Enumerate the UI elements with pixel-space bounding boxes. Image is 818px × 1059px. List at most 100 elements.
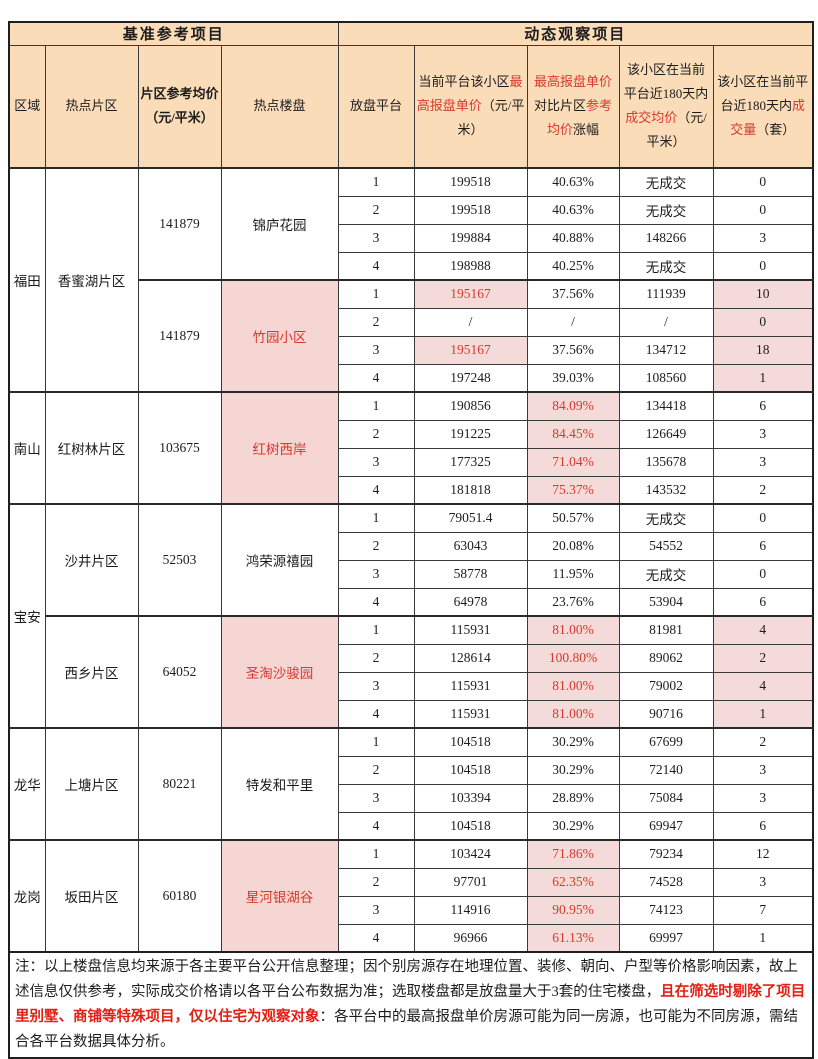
deal-price-cell: 72140	[618, 755, 714, 785]
max-price-cell: 115931	[413, 671, 528, 701]
deal-price-cell: 75084	[618, 783, 714, 813]
data-row: 3 115931 81.00% 79002 4	[9, 671, 814, 701]
text-segment: 片区参考均价（元/平米）	[140, 86, 219, 126]
max-price-cell: 64978	[413, 587, 528, 617]
volume-cell: 3	[712, 419, 814, 449]
pct-cell: 100.80%	[526, 643, 620, 673]
platform-cell: 4	[337, 923, 415, 953]
volume-cell: 4	[712, 671, 814, 701]
data-row: 南山 红树林片区 103675 红树西岸 1 190856 84.09% 134418 6	[8, 391, 814, 505]
platform-cell: 2	[337, 419, 415, 449]
avg-price-cell: 60180	[137, 839, 222, 953]
volume-cell: 3	[712, 447, 814, 477]
data-row: 3 199884 40.88% 148266 3	[9, 223, 814, 253]
estate-cell: 鸿荣源禧园	[220, 503, 339, 617]
text-segment: 热点楼盘	[253, 98, 306, 114]
max-price-cell: 190856	[413, 391, 528, 421]
platform-cell: 1	[337, 503, 415, 533]
platform-cell: 2	[337, 867, 415, 897]
district-cell: 红树林片区	[44, 391, 139, 505]
red-text-segment: 成交均价	[625, 110, 678, 126]
col-header-max-price: 当前平台该小区最高报盘单价（元/平米）	[413, 44, 528, 169]
estate-cell: 竹园小区	[220, 279, 339, 393]
deal-price-cell: 143532	[618, 475, 714, 505]
max-price-cell: 97701	[413, 867, 528, 897]
platform-cell: 1	[337, 391, 415, 421]
data-row: 宝安 沙井片区 52503 鸿荣源禧园 1 79051.4 50.57% 无成交 0	[8, 503, 814, 729]
deal-price-cell: 108560	[618, 363, 714, 393]
platform-cell: 3	[337, 447, 415, 477]
platform-cell: 3	[337, 671, 415, 701]
max-price-cell: 128614	[413, 643, 528, 673]
deal-price-cell: 67699	[618, 727, 714, 757]
text-segment: 该小区在当前平台近180天内	[717, 74, 809, 114]
platform-cell: 1	[337, 839, 415, 869]
max-price-cell: /	[413, 307, 528, 337]
max-price-cell: 198988	[413, 251, 528, 281]
platform-cell: 2	[337, 531, 415, 561]
max-price-cell: 199518	[413, 195, 528, 225]
data-row: 2 191225 84.45% 126649 3	[9, 419, 814, 449]
max-price-cell: 115931	[413, 699, 528, 729]
deal-price-cell: 无成交	[618, 503, 714, 533]
pct-cell: 40.25%	[526, 251, 620, 281]
pct-cell: 84.45%	[526, 419, 620, 449]
col-header-region: 区域	[8, 44, 46, 169]
deal-price-cell: 69947	[618, 811, 714, 841]
max-price-cell: 115931	[413, 615, 528, 645]
deal-price-cell: 89062	[618, 643, 714, 673]
platform-cell: 3	[337, 895, 415, 925]
text-segment: 当前平台该小区	[418, 74, 510, 90]
data-row: 2 97701 62.35% 74528 3	[9, 867, 814, 897]
dynamic-section-title: 动态观察项目	[337, 21, 814, 46]
deal-price-cell: 134418	[618, 391, 714, 421]
volume-cell: 1	[712, 699, 814, 729]
red-text-segment: 成交量	[730, 98, 806, 138]
platform-cell: 3	[337, 223, 415, 253]
pct-cell: /	[526, 307, 620, 337]
data-row: 4 104518 30.29% 69947 6	[9, 811, 814, 841]
table-body: 福田 香蜜湖片区 141879 锦庐花园 1 199518 40.63% 无成交 0 2 19951…	[8, 167, 814, 953]
platform-cell: 4	[337, 475, 415, 505]
platform-cell: 1	[337, 727, 415, 757]
col-header-volume: 该小区在当前平台近180天内成交量（套）	[712, 44, 814, 169]
max-price-cell: 199518	[413, 167, 528, 197]
table-header: 基准参考项目 动态观察项目 区域 热点片区 片区参考均价（元/平米） 热点楼盘 放盘平台…	[8, 21, 814, 169]
platform-cell: 4	[337, 699, 415, 729]
deal-price-cell: 111939	[618, 279, 714, 309]
data-row: 3 114916 90.95% 74123 7	[9, 895, 814, 925]
platform-cell: 4	[337, 811, 415, 841]
text-segment: 区域	[14, 98, 41, 114]
text-segment: （套）	[756, 122, 796, 138]
deal-price-cell: 无成交	[618, 195, 714, 225]
platform-cell: 2	[337, 195, 415, 225]
volume-cell: 18	[712, 335, 814, 365]
data-row: 3 177325 71.04% 135678 3	[9, 447, 814, 477]
volume-cell: 0	[712, 307, 814, 337]
platform-cell: 2	[337, 643, 415, 673]
base-section-title: 基准参考项目	[8, 21, 339, 46]
pct-cell: 39.03%	[526, 363, 620, 393]
max-price-cell: 197248	[413, 363, 528, 393]
estate-cell: 圣淘沙骏园	[220, 615, 339, 729]
col-header-estate: 热点楼盘	[220, 44, 339, 169]
max-price-cell: 103424	[413, 839, 528, 869]
pct-cell: 81.00%	[526, 671, 620, 701]
text-segment: 对比片区	[534, 98, 587, 114]
volume-cell: 6	[712, 531, 814, 561]
volume-cell: 0	[712, 559, 814, 589]
data-row: 3 58778 11.95% 无成交 0	[9, 559, 814, 589]
deal-price-cell: 53904	[618, 587, 714, 617]
max-price-cell: 79051.4	[413, 503, 528, 533]
region-cell: 南山	[8, 391, 46, 505]
deal-price-cell: 79002	[618, 671, 714, 701]
pct-cell: 40.63%	[526, 195, 620, 225]
volume-cell: 4	[712, 615, 814, 645]
max-price-cell: 104518	[413, 727, 528, 757]
volume-cell: 7	[712, 895, 814, 925]
avg-price-cell: 64052	[137, 615, 222, 729]
red-text-segment: 参考均价	[547, 98, 613, 138]
platform-cell: 2	[337, 755, 415, 785]
deal-price-cell: 无成交	[618, 167, 714, 197]
max-price-cell: 58778	[413, 559, 528, 589]
